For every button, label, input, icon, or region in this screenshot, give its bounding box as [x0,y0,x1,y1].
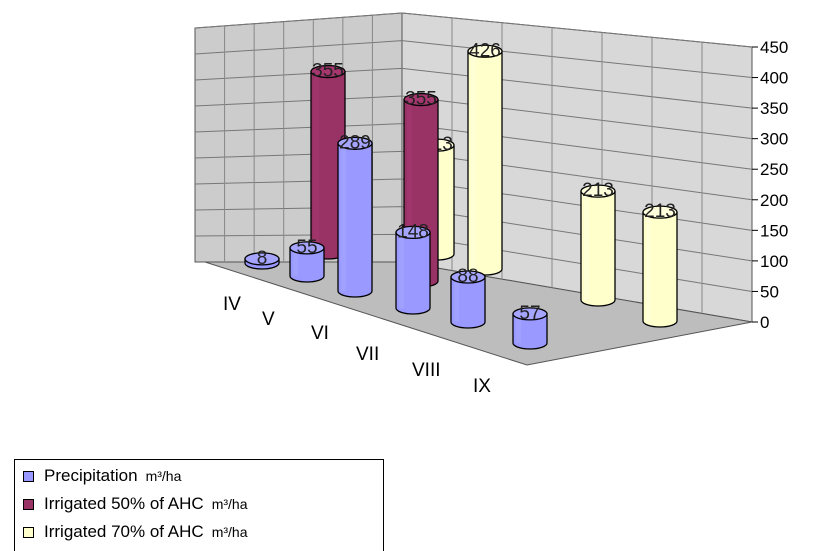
legend-unit: m³/ha [145,468,182,484]
y-tick-label: 250 [760,160,788,179]
x-tick-label: V [262,309,275,330]
bar: 148 [395,221,431,315]
bar: 355 [310,61,346,260]
bar: 88 [450,266,486,329]
y-tick-label: 400 [760,69,788,88]
y-tick-label: 200 [760,191,788,210]
x-tick-label: VIII [412,360,441,381]
gridline [194,123,753,170]
x-tick-label: IV [223,294,241,315]
x-tick-label: IX [473,376,491,397]
gridline [194,67,753,109]
legend-unit: m³/ha [211,524,248,540]
bar: 213 [642,201,678,328]
y-tick-label: 100 [760,252,788,271]
value-axis: 0 50 100 150 200 250 300 350 400 450 [752,38,788,332]
bar: 57 [512,303,548,350]
data-label: 426 [469,40,501,61]
gridline [194,12,753,48]
data-label: 88 [457,266,478,287]
bar: 426 [467,40,503,276]
data-label: 55 [296,237,317,258]
legend-swatch [23,470,34,482]
data-label: 355 [405,89,437,110]
bar: 55 [289,237,325,283]
data-label: 57 [519,303,540,324]
legend-swatch [23,498,34,510]
gridline [194,40,753,79]
y-tick-label: 0 [760,313,769,332]
legend-unit: m³/ha [211,496,248,512]
y-tick-label: 350 [760,99,788,118]
x-tick-label: VI [311,323,329,344]
bar: 213 [580,180,616,307]
legend-item: Irrigated 50% of AHC m³/ha [23,492,248,516]
data-label: 8 [257,248,268,269]
bar: 8 [244,248,280,270]
gridline [194,206,753,262]
data-label: 148 [397,221,429,242]
y-tick-label: 450 [760,38,788,57]
y-tick-label: 150 [760,221,788,240]
bar: 289 [337,132,373,298]
x-tick-label: VII [356,344,379,365]
legend-swatch [23,526,34,538]
data-label: 213 [582,180,614,201]
legend-label: Irrigated 50% of AHC [44,494,204,513]
category-axis: IV V VI VII VIII IX [223,294,491,397]
data-label: 289 [339,132,371,153]
legend: Precipitation m³/ha Irrigated 50% of AHC… [14,459,384,551]
legend-label: Precipitation [44,466,138,485]
legend-item: Precipitation m³/ha [23,464,181,488]
gridline [194,178,753,231]
gridline [194,150,753,201]
data-label: 355 [312,61,344,82]
bars: 2134262132133553558552891488857 [244,40,678,350]
legend-label: Irrigated 70% of AHC [44,522,204,541]
y-tick-label: 50 [760,282,779,301]
gridline [194,95,753,140]
legend-item: Irrigated 70% of AHC m³/ha [23,520,248,544]
data-label: 213 [644,201,676,222]
y-tick-label: 300 [760,130,788,149]
